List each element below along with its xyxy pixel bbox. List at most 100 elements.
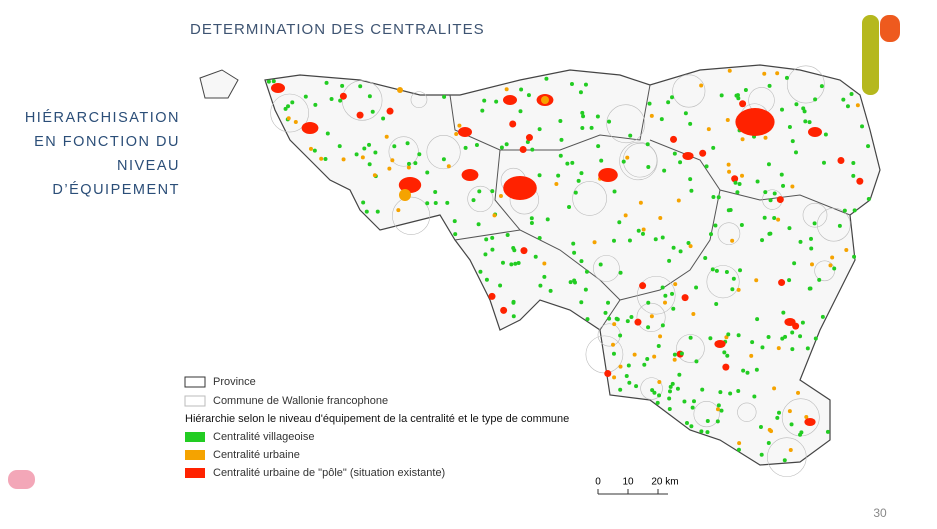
centrality: [453, 232, 458, 237]
centrality: [592, 240, 597, 245]
centrality: [500, 260, 505, 265]
centrality: [406, 161, 411, 166]
centrality: [768, 231, 773, 236]
centrality: [755, 317, 760, 322]
centrality: [731, 175, 739, 183]
centrality: [760, 345, 765, 350]
legend-label: Centralité villageoise: [213, 431, 315, 443]
centrality: [792, 261, 797, 266]
centrality: [441, 157, 446, 162]
centrality: [367, 94, 372, 99]
centrality: [731, 276, 736, 281]
centrality: [598, 262, 603, 267]
centrality: [667, 258, 672, 263]
centrality: [825, 429, 830, 434]
legend-label: Centralité urbaine: [213, 449, 300, 461]
centrality: [706, 127, 711, 132]
centrality: [599, 158, 604, 163]
deco-bar: [880, 15, 900, 42]
centrality: [807, 120, 812, 125]
centrality: [303, 94, 308, 99]
centrality: [860, 124, 865, 129]
centrality: [663, 293, 668, 298]
centrality: [596, 144, 601, 149]
centrality: [740, 137, 745, 142]
centrality: [688, 121, 693, 126]
centrality: [772, 215, 777, 220]
centrality: [625, 319, 630, 324]
centrality: [667, 407, 672, 412]
centrality: [576, 178, 581, 183]
centrality: [719, 408, 724, 413]
centrality: [772, 191, 777, 196]
commune: [341, 80, 383, 121]
centrality: [558, 119, 563, 124]
centrality: [768, 198, 773, 203]
centrality: [800, 320, 805, 325]
deco-bar: [862, 15, 879, 95]
centrality: [471, 198, 476, 203]
centrality: [703, 255, 708, 260]
centrality: [677, 372, 682, 377]
centrality: [636, 228, 641, 233]
centrality: [716, 195, 721, 200]
centrality: [583, 287, 588, 292]
centrality: [660, 323, 665, 328]
centrality: [662, 168, 667, 173]
legend-swatch: [185, 468, 205, 478]
centrality: [842, 208, 847, 213]
centrality: [628, 133, 633, 138]
centrality: [820, 314, 825, 319]
centrality: [358, 84, 363, 89]
centrality: [737, 181, 742, 186]
centrality: [537, 235, 542, 240]
centrality: [787, 226, 792, 231]
centrality: [641, 227, 646, 232]
pole-cluster: [598, 168, 618, 182]
centrality: [554, 181, 559, 186]
centrality: [483, 252, 488, 257]
centrality: [670, 291, 675, 296]
centrality: [519, 146, 527, 154]
centrality: [629, 314, 634, 319]
centrality: [645, 142, 650, 147]
commune: [802, 202, 828, 228]
centrality: [520, 247, 528, 255]
centrality: [809, 262, 814, 267]
centrality: [618, 270, 623, 275]
centrality: [750, 340, 755, 345]
centrality: [579, 300, 584, 305]
scale-bar: [597, 489, 668, 495]
centrality: [565, 161, 570, 166]
centrality: [646, 325, 651, 330]
centrality: [405, 141, 410, 146]
centrality: [782, 458, 787, 463]
centrality: [796, 390, 801, 395]
commune: [392, 196, 431, 235]
scale-label: 10: [622, 477, 634, 488]
centrality: [667, 396, 672, 401]
legend-label: Province: [213, 376, 256, 388]
centrality: [578, 90, 583, 95]
centrality: [324, 80, 329, 85]
centrality: [784, 75, 789, 80]
legend-swatch: [185, 432, 205, 442]
centrality: [759, 452, 764, 457]
centrality: [779, 172, 784, 177]
centrality: [589, 125, 594, 130]
commune: [814, 260, 835, 282]
centrality: [762, 71, 767, 76]
centrality: [663, 300, 668, 305]
centrality: [498, 193, 503, 198]
centrality: [340, 83, 345, 88]
centrality: [688, 244, 693, 249]
scale-label: 20 km: [651, 477, 678, 488]
centrality: [657, 393, 662, 398]
commune: [410, 91, 428, 108]
centrality: [804, 415, 809, 420]
centrality: [286, 104, 291, 109]
centrality: [658, 334, 663, 339]
centrality: [286, 116, 291, 121]
centrality: [656, 344, 661, 349]
